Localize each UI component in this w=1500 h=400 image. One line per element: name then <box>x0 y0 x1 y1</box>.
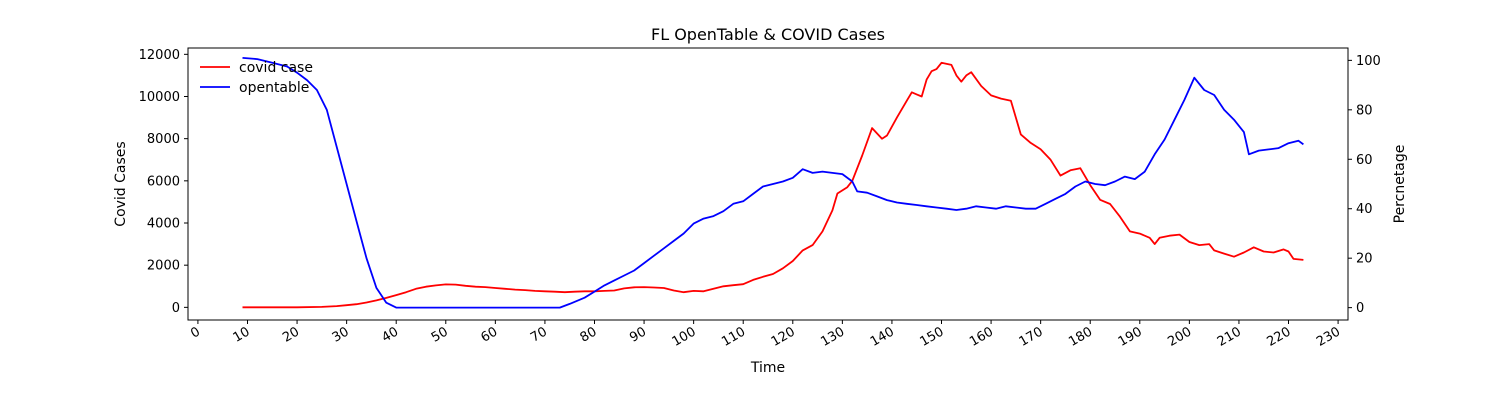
y-tick-label-right: 100 <box>1356 54 1381 69</box>
left-y-axis: 0 2000 4000 6000 8000 10000 12000 <box>139 48 188 316</box>
x-tick-label: 20 <box>280 324 302 345</box>
y-tick-label-left: 10000 <box>139 90 180 105</box>
y-axis-label-right: Percnetage <box>1392 145 1408 224</box>
x-tick-label: 210 <box>1215 324 1244 349</box>
x-tick-label: 140 <box>868 324 897 349</box>
plot-frame <box>187 47 1349 321</box>
y-tick-label-right: 20 <box>1356 252 1373 267</box>
x-tick-label: 110 <box>719 324 748 349</box>
y-axis-label-left: Covid Cases <box>113 141 129 226</box>
right-y-axis: 0 20 40 60 80 100 <box>1348 54 1381 316</box>
x-tick-label: 170 <box>1017 324 1046 349</box>
x-axis: 0 10 20 30 40 50 60 70 80 90 100 110 120 130 140 150 160… <box>188 320 1343 350</box>
x-tick-label: 0 <box>188 324 203 341</box>
y-tick-label-right: 80 <box>1356 103 1373 118</box>
x-tick-label: 70 <box>528 324 550 345</box>
chart-title: FL OpenTable & COVID Cases <box>651 25 885 44</box>
x-tick-label: 130 <box>818 324 847 349</box>
y-tick-label-left: 0 <box>172 301 180 316</box>
y-tick-label-right: 40 <box>1356 202 1373 217</box>
x-tick-label: 190 <box>1116 324 1145 349</box>
series-layer <box>242 57 1304 309</box>
x-axis-label: Time <box>750 360 785 376</box>
x-tick-label: 100 <box>670 324 699 349</box>
x-tick-label: 10 <box>231 324 253 345</box>
x-tick-label: 60 <box>479 324 501 345</box>
y-tick-label-left: 4000 <box>147 217 180 232</box>
x-tick-label: 40 <box>379 324 401 345</box>
x-tick-label: 50 <box>429 324 451 345</box>
x-tick-label: 180 <box>1066 324 1095 349</box>
y-tick-label-left: 6000 <box>147 174 180 189</box>
y-tick-label-left: 2000 <box>147 259 180 274</box>
x-tick-label: 90 <box>627 324 649 345</box>
y-tick-label-left: 8000 <box>147 132 180 147</box>
legend: covid case opentable <box>200 60 313 96</box>
y-tick-label-left: 12000 <box>139 48 180 63</box>
x-tick-label: 160 <box>967 324 996 349</box>
x-tick-label: 150 <box>918 324 947 349</box>
x-tick-label: 220 <box>1265 324 1294 349</box>
x-tick-label: 200 <box>1165 324 1194 349</box>
legend-label: covid case <box>239 60 313 76</box>
legend-label: opentable <box>239 80 309 96</box>
y-tick-label-right: 60 <box>1356 153 1373 168</box>
series-line-covid-case <box>242 61 1304 309</box>
x-tick-label: 120 <box>769 324 798 349</box>
x-tick-label: 30 <box>330 324 352 345</box>
x-tick-label: 230 <box>1314 324 1343 349</box>
series-line-opentable <box>242 57 1304 309</box>
x-tick-label: 80 <box>578 324 600 345</box>
y-tick-label-right: 0 <box>1356 301 1364 316</box>
